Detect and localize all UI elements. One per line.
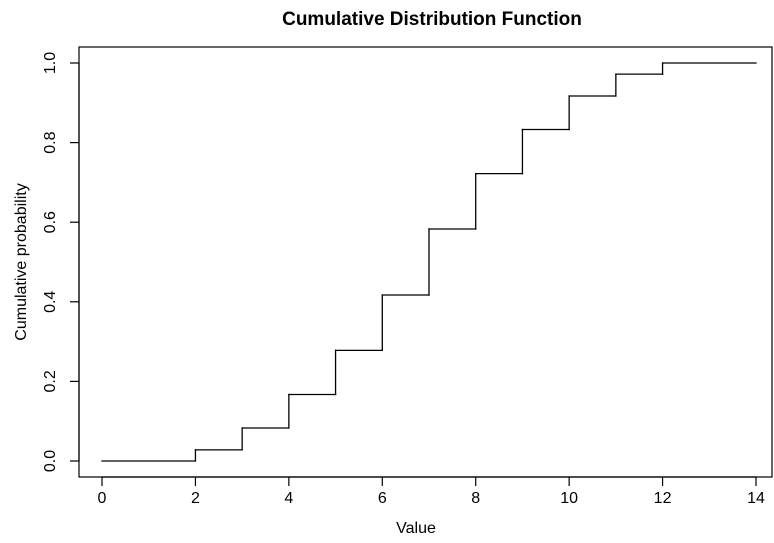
x-tick-label: 8 [471, 490, 480, 507]
chart-title: Cumulative Distribution Function [282, 9, 582, 30]
y-tick-label: 0.4 [42, 291, 59, 313]
x-axis: 0 2 4 6 8 10 12 14 [98, 476, 765, 507]
y-tick-label: 0.6 [42, 211, 59, 233]
plot-frame [78, 46, 773, 478]
x-tick-label: 4 [284, 490, 293, 507]
y-tick-label: 0.2 [42, 370, 59, 392]
x-tick-label: 6 [378, 490, 387, 507]
y-axis-label: Cumulative probability [13, 183, 30, 340]
y-tick-label: 1.0 [42, 52, 59, 74]
x-axis-label: Value [396, 520, 436, 537]
y-tick-label: 0.0 [42, 450, 59, 472]
x-tick-label: 0 [98, 490, 107, 507]
x-tick-label: 10 [560, 490, 578, 507]
y-tick-label: 0.8 [42, 131, 59, 153]
x-tick-label: 2 [191, 490, 200, 507]
x-tick-label: 12 [654, 490, 672, 507]
cdf-series [101, 62, 757, 462]
y-axis: 0.0 0.2 0.4 0.6 0.8 1.0 [42, 52, 80, 472]
x-tick-label: 14 [747, 490, 765, 507]
